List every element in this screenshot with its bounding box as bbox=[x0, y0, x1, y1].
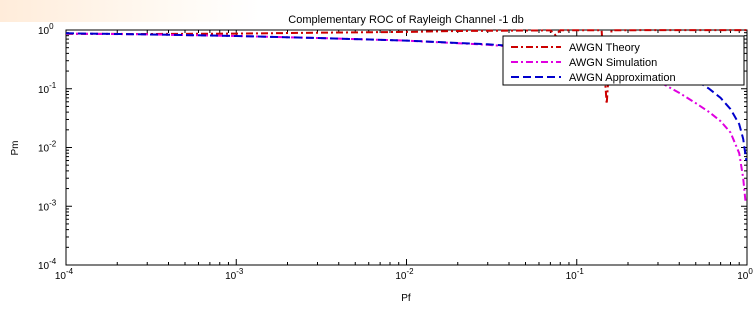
y-tick-exponent: -2 bbox=[49, 140, 57, 149]
y-tick-label: 10-1 bbox=[38, 81, 57, 96]
x-tick-label: 100 bbox=[737, 267, 753, 282]
y-tick-label: 10-4 bbox=[38, 257, 57, 272]
x-tick-exponent: -1 bbox=[577, 267, 585, 276]
chart-title: Complementary ROC of Rayleigh Channel -1… bbox=[288, 14, 523, 26]
y-tick-label: 10-2 bbox=[38, 140, 57, 155]
y-tick-exponent: -1 bbox=[49, 81, 57, 90]
corner-watermark bbox=[0, 0, 260, 22]
legend-label: AWGN Simulation bbox=[569, 57, 657, 69]
legend-label: AWGN Approximation bbox=[569, 72, 676, 84]
series-line-1 bbox=[65, 29, 747, 105]
x-tick-exponent: -4 bbox=[66, 267, 74, 276]
x-tick-exponent: -3 bbox=[236, 267, 244, 276]
y-tick-label: 10-3 bbox=[38, 198, 57, 213]
x-tick-label: 10-3 bbox=[225, 267, 244, 282]
legend-box bbox=[502, 35, 745, 86]
y-tick-exponent: -4 bbox=[49, 257, 57, 266]
x-tick-label: 10-1 bbox=[566, 267, 585, 282]
y-tick-exponent: 0 bbox=[49, 22, 54, 31]
x-tick-exponent: 0 bbox=[748, 267, 753, 276]
y-axis-label: Pm bbox=[10, 141, 21, 156]
x-axis-label: Pf bbox=[401, 293, 411, 304]
legend-label: AWGN Theory bbox=[569, 42, 640, 54]
legend: AWGN Theory AWGN Simulation AWGN Approxima… bbox=[502, 35, 745, 86]
y-tick-exponent: -3 bbox=[49, 198, 57, 207]
y-tick-label: 100 bbox=[38, 22, 54, 37]
x-tick-exponent: -2 bbox=[407, 267, 415, 276]
x-tick-label: 10-2 bbox=[395, 267, 414, 282]
x-tick-label: 10-4 bbox=[55, 267, 74, 282]
